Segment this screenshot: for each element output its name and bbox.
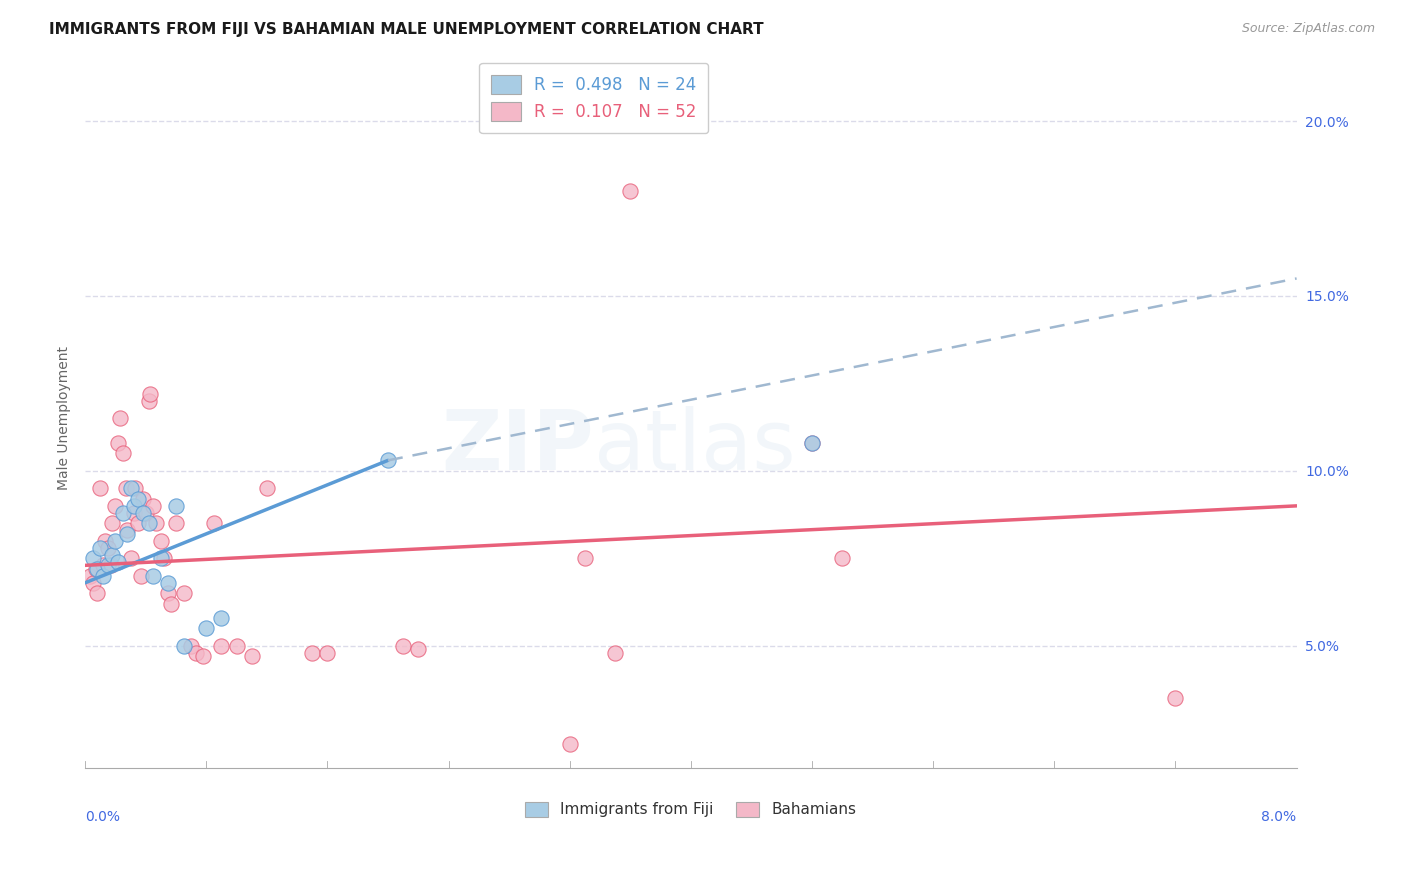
- Text: IMMIGRANTS FROM FIJI VS BAHAMIAN MALE UNEMPLOYMENT CORRELATION CHART: IMMIGRANTS FROM FIJI VS BAHAMIAN MALE UN…: [49, 22, 763, 37]
- Point: [301, 646, 323, 660]
- Point: [558, 737, 581, 751]
- Point: [79, 569, 101, 583]
- Point: [117, 524, 139, 538]
- Point: [193, 649, 215, 664]
- Point: [142, 499, 165, 513]
- Point: [165, 499, 187, 513]
- Point: [131, 491, 153, 506]
- Point: [209, 611, 232, 625]
- Point: [195, 621, 218, 635]
- Point: [108, 411, 131, 425]
- Point: [124, 481, 146, 495]
- Point: [101, 548, 124, 562]
- Point: [120, 551, 142, 566]
- Point: [91, 569, 114, 583]
- Point: [127, 491, 149, 506]
- Point: [142, 569, 165, 583]
- Point: [107, 555, 129, 569]
- Point: [149, 551, 172, 566]
- Point: [209, 639, 232, 653]
- Point: [89, 481, 111, 495]
- Point: [574, 551, 596, 566]
- Point: [120, 481, 142, 495]
- Text: ZIP: ZIP: [441, 406, 593, 487]
- Point: [86, 586, 108, 600]
- Point: [202, 516, 225, 531]
- Point: [801, 436, 824, 450]
- Point: [801, 436, 824, 450]
- Point: [129, 569, 152, 583]
- Point: [111, 506, 134, 520]
- Point: [149, 533, 172, 548]
- Point: [619, 184, 641, 198]
- Y-axis label: Male Unemployment: Male Unemployment: [58, 346, 72, 491]
- Point: [256, 481, 278, 495]
- Point: [82, 551, 104, 566]
- Point: [240, 649, 263, 664]
- Point: [377, 453, 399, 467]
- Point: [145, 516, 167, 531]
- Point: [138, 393, 160, 408]
- Point: [165, 516, 187, 531]
- Point: [122, 499, 145, 513]
- Point: [101, 516, 124, 531]
- Point: [1164, 691, 1187, 706]
- Legend: Immigrants from Fiji, Bahamians: Immigrants from Fiji, Bahamians: [519, 796, 863, 823]
- Point: [86, 562, 108, 576]
- Point: [82, 575, 104, 590]
- Point: [153, 551, 176, 566]
- Point: [115, 481, 138, 495]
- Point: [107, 436, 129, 450]
- Point: [392, 639, 415, 653]
- Point: [184, 646, 207, 660]
- Text: 0.0%: 0.0%: [86, 810, 120, 824]
- Point: [139, 387, 162, 401]
- Point: [603, 646, 626, 660]
- Point: [138, 516, 160, 531]
- Point: [89, 541, 111, 555]
- Point: [91, 558, 114, 573]
- Point: [100, 558, 122, 573]
- Point: [131, 506, 153, 520]
- Point: [173, 639, 195, 653]
- Point: [104, 533, 127, 548]
- Point: [94, 533, 117, 548]
- Point: [135, 506, 157, 520]
- Point: [127, 516, 149, 531]
- Text: atlas: atlas: [593, 406, 796, 487]
- Point: [117, 526, 139, 541]
- Point: [97, 558, 120, 573]
- Point: [84, 562, 107, 576]
- Point: [157, 586, 180, 600]
- Text: Source: ZipAtlas.com: Source: ZipAtlas.com: [1241, 22, 1375, 36]
- Point: [122, 506, 145, 520]
- Point: [225, 639, 247, 653]
- Point: [180, 639, 202, 653]
- Point: [111, 446, 134, 460]
- Point: [406, 642, 429, 657]
- Point: [173, 586, 195, 600]
- Point: [316, 646, 339, 660]
- Point: [157, 575, 180, 590]
- Text: 8.0%: 8.0%: [1261, 810, 1296, 824]
- Point: [97, 541, 120, 555]
- Point: [831, 551, 853, 566]
- Point: [160, 597, 183, 611]
- Point: [104, 499, 127, 513]
